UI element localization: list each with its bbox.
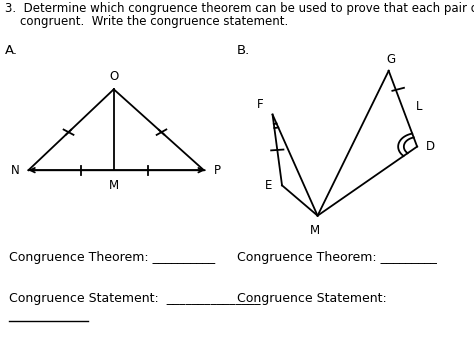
Text: Congruence Statement:: Congruence Statement:: [237, 292, 387, 305]
Text: B.: B.: [237, 44, 250, 57]
Text: D: D: [426, 140, 435, 153]
Text: N: N: [11, 164, 20, 177]
Text: Congruence Statement:  _______________: Congruence Statement: _______________: [9, 292, 261, 305]
Text: P: P: [214, 164, 221, 177]
Text: M: M: [310, 224, 320, 237]
Text: Congruence Theorem: _________: Congruence Theorem: _________: [237, 251, 437, 264]
Text: Congruence Theorem: __________: Congruence Theorem: __________: [9, 251, 216, 264]
Text: 3.  Determine which congruence theorem can be used to prove that each pair of tr: 3. Determine which congruence theorem ca…: [5, 2, 474, 15]
Text: M: M: [109, 179, 119, 192]
Text: G: G: [386, 53, 396, 66]
Text: F: F: [256, 98, 263, 111]
Text: congruent.  Write the congruence statement.: congruent. Write the congruence statemen…: [5, 15, 288, 28]
Text: O: O: [109, 70, 118, 83]
Text: E: E: [265, 179, 273, 192]
Text: L: L: [416, 100, 423, 113]
Text: A.: A.: [5, 44, 18, 57]
